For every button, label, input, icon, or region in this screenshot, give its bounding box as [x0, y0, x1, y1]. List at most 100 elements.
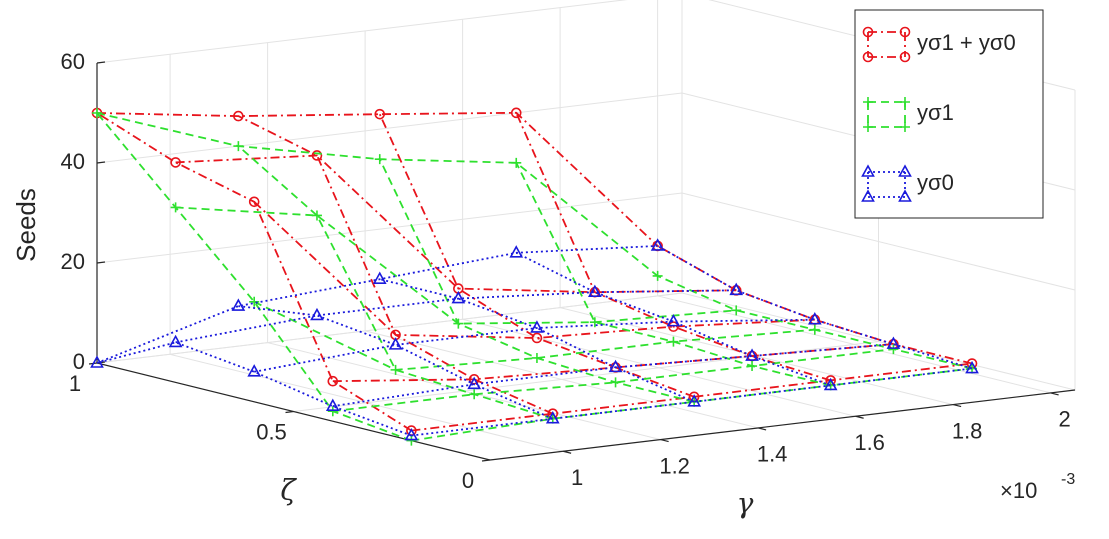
- x-tick-label: 1.8: [952, 418, 983, 443]
- x-tick-label: 2: [1059, 407, 1071, 432]
- marker: [888, 344, 899, 355]
- marker: [668, 321, 679, 332]
- grid-line: [96, 192, 1076, 291]
- marker: [610, 377, 621, 388]
- marker: [899, 26, 911, 38]
- z-tick-label: 20: [61, 249, 85, 274]
- marker: [406, 435, 417, 446]
- marker: [170, 157, 181, 168]
- legend-label: yσ1: [917, 100, 954, 125]
- legend: yσ1 + yσ0 yσ1 yσ0: [854, 9, 1044, 219]
- marker: [745, 348, 759, 361]
- marker: [531, 352, 542, 363]
- marker: [451, 290, 466, 304]
- x-tick-label: 1.2: [659, 453, 690, 478]
- x-tick: [660, 439, 669, 443]
- z-tick: [96, 61, 106, 64]
- marker: [608, 359, 623, 373]
- marker: [965, 360, 979, 374]
- z-tick-label: 60: [61, 49, 85, 74]
- x-scale-exponent: -3: [1061, 471, 1075, 488]
- marker: [862, 51, 874, 63]
- marker: [589, 317, 600, 328]
- marker: [248, 196, 260, 208]
- y-tick-label: 0: [462, 468, 474, 493]
- mesh-line: [96, 245, 658, 364]
- mesh-line: [96, 112, 412, 432]
- marker: [231, 298, 246, 311]
- marker: [861, 164, 875, 177]
- marker: [247, 364, 262, 377]
- x-axis: [489, 389, 1076, 461]
- marker: [668, 336, 679, 347]
- z-tick: [96, 161, 106, 164]
- marker: [374, 108, 386, 120]
- mesh-line: [332, 348, 894, 413]
- z-axis-label: Seeds: [11, 188, 41, 262]
- z-tick-label: 40: [61, 149, 85, 174]
- x-tick: [855, 415, 864, 419]
- marker: [325, 398, 340, 411]
- z-tick: [96, 261, 106, 264]
- grid-line: [96, 292, 1076, 391]
- plot-area: [90, 107, 979, 446]
- marker: [311, 210, 322, 221]
- mesh-line: [96, 112, 412, 442]
- marker: [729, 282, 744, 296]
- x-tick: [562, 450, 572, 454]
- marker: [862, 26, 874, 38]
- mesh-line: [253, 201, 815, 339]
- mesh-line: [96, 341, 412, 437]
- marker: [863, 122, 873, 132]
- marker: [899, 51, 911, 63]
- marker: [807, 312, 822, 325]
- marker: [374, 154, 385, 165]
- marker: [666, 313, 681, 327]
- marker: [511, 157, 522, 168]
- x-tick-label: 1.4: [757, 442, 788, 467]
- marker: [863, 97, 873, 107]
- marker: [249, 296, 260, 307]
- marker: [233, 141, 244, 152]
- mesh-line: [253, 300, 815, 371]
- mesh-line: [411, 362, 973, 432]
- mesh-line: [254, 318, 815, 373]
- y-tick: [481, 459, 491, 462]
- marker: [545, 411, 560, 424]
- marker: [886, 336, 901, 349]
- legend-box: [854, 9, 1044, 219]
- mesh-line: [515, 251, 831, 387]
- marker: [388, 337, 403, 350]
- marker: [747, 361, 758, 372]
- marker: [509, 245, 524, 258]
- x-tick: [952, 404, 962, 408]
- marker: [168, 334, 183, 348]
- mesh-line: [175, 289, 737, 344]
- mesh-line: [378, 113, 695, 398]
- marker: [469, 389, 480, 400]
- y-tick-label: 0.5: [256, 419, 287, 444]
- marker: [311, 150, 323, 161]
- marker: [453, 318, 464, 329]
- marker: [510, 107, 522, 119]
- marker: [823, 377, 838, 391]
- marker: [372, 271, 387, 284]
- marker: [898, 189, 912, 202]
- marker: [310, 307, 324, 321]
- marker: [327, 375, 339, 387]
- marker: [327, 406, 338, 417]
- marker: [530, 320, 544, 333]
- marker: [390, 364, 401, 375]
- mesh-line: [411, 367, 973, 442]
- marker: [404, 427, 419, 441]
- marker: [900, 122, 910, 132]
- marker: [587, 284, 602, 298]
- marker: [898, 164, 912, 177]
- marker: [170, 202, 181, 213]
- x-tick-label: 1: [571, 465, 583, 490]
- y-tick: [285, 410, 294, 414]
- marker: [90, 355, 104, 368]
- mesh-line: [515, 112, 831, 382]
- x-tick: [1050, 392, 1059, 396]
